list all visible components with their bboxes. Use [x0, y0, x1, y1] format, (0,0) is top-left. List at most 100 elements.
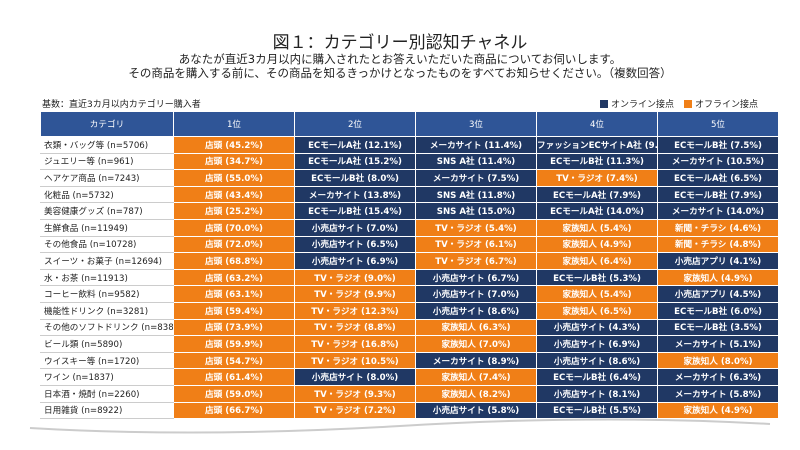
category-cell: ヘアケア商品 (n=7243): [40, 169, 174, 187]
table-row: スイーツ・お菓子 (n=12694) 店頭 (68.8%) 小売店サイト (6.9%…: [40, 252, 779, 270]
rank-cell: 小売店サイト (8.1%): [536, 384, 658, 403]
category-cell: その他のソフトドリンク (n=838): [40, 318, 174, 337]
table-row: ウイスキー等 (n=1720) 店頭 (54.7%) TV・ラジオ (10.5%) メ…: [40, 351, 779, 370]
column-header: 4位: [536, 111, 658, 137]
table-row: 日用雑貨 (n=8922) 店頭 (66.7%) TV・ラジオ (7.2%) 小売店サ…: [40, 401, 779, 420]
rank-cell: 小売店サイト (8.6%): [536, 351, 658, 370]
rank-cell: SNS A社 (11.8%): [415, 185, 537, 204]
rank-cell: ECモールB社 (7.9%): [657, 185, 779, 204]
rank-cell: 店頭 (54.7%): [173, 351, 295, 370]
legend-swatch: [683, 100, 692, 108]
rank-cell: 小売店サイト (6.7%): [415, 268, 537, 287]
rank-cell: 店頭 (59.0%): [173, 384, 295, 403]
rank-cell: TV・ラジオ (9.9%): [294, 285, 416, 303]
category-cell: 美容健康グッズ (n=787): [40, 202, 174, 220]
table-row: 化粧品 (n=5732) 店頭 (43.4%) メーカサイト (13.8%) SNS …: [40, 185, 779, 204]
rank-cell: 小売店サイト (7.0%): [294, 218, 416, 237]
rank-cell: 店頭 (59.9%): [173, 335, 295, 353]
rank-cell: 家族知人 (7.4%): [415, 368, 537, 386]
rank-cell: 小売店アプリ (4.1%): [657, 252, 779, 270]
column-header: 1位: [173, 111, 295, 137]
category-cell: ジュエリー等 (n=961): [40, 152, 174, 171]
rank-cell: 小売店サイト (8.6%): [415, 301, 537, 320]
note: 基数：直近3カ月以内カテゴリー購入者: [42, 100, 201, 110]
rank-cell: 家族知人 (8.2%): [415, 384, 537, 403]
rank-cell: TV・ラジオ (6.7%): [415, 252, 537, 270]
rank-cell: メーカサイト (10.5%): [657, 152, 779, 171]
category-cell: その他食品 (n=10728): [40, 235, 174, 254]
table-row: 機能性ドリンク (n=3281) 店頭 (59.4%) TV・ラジオ (12.3%)…: [40, 301, 779, 320]
subtitle-line: その商品を購入する前に、その商品を知るきっかけとなったものをすべてお知らせくださ…: [128, 66, 672, 80]
category-cell: 機能性ドリンク (n=3281): [40, 301, 174, 320]
rank-cell: ECモールB社 (5.3%): [536, 268, 658, 287]
subtitle: あなたが直近3カ月以内に購入されたとお答えいただいた商品についてお伺いします。 …: [0, 52, 800, 80]
table-row: ヘアケア商品 (n=7243) 店頭 (55.0%) ECモールB社 (8.0%) メ…: [40, 169, 779, 187]
rank-cell: 小売店サイト (4.3%): [536, 318, 658, 337]
category-cell: ビール類 (n=5890): [40, 335, 174, 353]
rank-cell: TV・ラジオ (8.8%): [294, 318, 416, 337]
rank-cell: 店頭 (55.0%): [173, 169, 295, 187]
rank-cell: 小売店サイト (8.0%): [294, 368, 416, 386]
table-row: その他食品 (n=10728) 店頭 (72.0%) 小売店サイト (6.5%) TV…: [40, 235, 779, 254]
legend-item: オフライン接点: [683, 97, 758, 110]
rank-cell: メーカサイト (6.3%): [657, 368, 779, 386]
category-cell: ワイン (n=1837): [40, 368, 174, 386]
rank-cell: ECモールA社 (7.9%): [536, 185, 658, 204]
rank-cell: メーカサイト (8.9%): [415, 351, 537, 370]
table-row: 日本酒・焼酎 (n=2260) 店頭 (59.0%) TV・ラジオ (9.3%) 家族…: [40, 384, 779, 403]
rank-cell: メーカサイト (13.8%): [294, 185, 416, 204]
column-header: 3位: [415, 111, 537, 137]
rank-cell: ECモールA社 (6.5%): [657, 169, 779, 187]
rank-cell: ファッションECサイトA社 (9.4%): [536, 136, 658, 154]
rank-cell: ECモールB社 (6.4%): [536, 368, 658, 386]
rank-cell: ECモールA社 (14.0%): [536, 202, 658, 220]
rank-cell: ECモールB社 (7.5%): [657, 136, 779, 154]
rank-cell: 新聞・チラシ (4.8%): [657, 235, 779, 254]
rank-cell: 家族知人 (4.9%): [657, 268, 779, 287]
rank-cell: 店頭 (61.4%): [173, 368, 295, 386]
rank-cell: ECモールA社 (15.2%): [294, 152, 416, 171]
rank-cell: ECモールA社 (12.1%): [294, 136, 416, 154]
category-cell: 化粧品 (n=5732): [40, 185, 174, 204]
rank-cell: メーカサイト (11.4%): [415, 136, 537, 154]
legend-label: オンライン接点: [610, 100, 674, 110]
rank-cell: SNS A社 (11.4%): [415, 152, 537, 171]
rank-cell: ECモールB社 (6.0%): [657, 301, 779, 320]
column-header: 5位: [657, 111, 779, 137]
rank-cell: SNS A社 (15.0%): [415, 202, 537, 220]
rank-cell: 店頭 (66.7%): [173, 401, 295, 420]
category-cell: 衣類・バッグ等 (n=5706): [40, 136, 174, 154]
table-row: ワイン (n=1837) 店頭 (61.4%) 小売店サイト (8.0%) 家族知人 …: [40, 368, 779, 386]
rank-cell: ECモールB社 (11.3%): [536, 152, 658, 171]
rank-cell: 家族知人 (5.4%): [536, 218, 658, 237]
legend-item: オンライン接点: [599, 97, 674, 110]
category-cell: 日本酒・焼酎 (n=2260): [40, 384, 174, 403]
wave: [29, 418, 771, 434]
legend-swatch: [599, 100, 608, 108]
table-body: 衣類・バッグ等 (n=5706) 店頭 (45.2%) ECモールA社 (12.1%…: [40, 136, 779, 420]
title: 図１：カテゴリー別認知チャネル: [272, 33, 528, 53]
rank-cell: ECモールB社 (5.5%): [536, 401, 658, 420]
rank-cell: 店頭 (73.9%): [173, 318, 295, 337]
rank-cell: TV・ラジオ (9.3%): [294, 384, 416, 403]
rank-cell: 小売店サイト (6.5%): [294, 235, 416, 254]
table-row: ビール類 (n=5890) 店頭 (59.9%) TV・ラジオ (16.8%) 家族知…: [40, 335, 779, 353]
category-cell: 日用雑貨 (n=8922): [40, 401, 174, 420]
rank-cell: 家族知人 (6.3%): [415, 318, 537, 337]
table-row: 美容健康グッズ (n=787) 店頭 (25.2%) ECモールB社 (15.4%)…: [40, 202, 779, 220]
rank-cell: TV・ラジオ (10.5%): [294, 351, 416, 370]
table-row: 水・お茶 (n=11913) 店頭 (63.2%) TV・ラジオ (9.0%) 小売店…: [40, 268, 779, 287]
rank-cell: TV・ラジオ (5.4%): [415, 218, 537, 237]
legend: オンライン接点 オフライン接点: [599, 97, 758, 110]
rank-cell: 店頭 (25.2%): [173, 202, 295, 220]
rank-cell: 新聞・チラシ (4.6%): [657, 218, 779, 237]
rank-cell: 店頭 (59.4%): [173, 301, 295, 320]
table-row: ジュエリー等 (n=961) 店頭 (34.7%) ECモールA社 (15.2%) S…: [40, 152, 779, 171]
rank-cell: TV・ラジオ (7.2%): [294, 401, 416, 420]
rank-cell: 小売店サイト (5.8%): [415, 401, 537, 420]
rank-cell: 店頭 (43.4%): [173, 185, 295, 204]
subtitle-line: あなたが直近3カ月以内に購入されたとお答えいただいた商品についてお伺いします。: [178, 52, 622, 66]
rank-cell: ECモールB社 (3.5%): [657, 318, 779, 337]
rank-cell: 家族知人 (4.9%): [536, 235, 658, 254]
